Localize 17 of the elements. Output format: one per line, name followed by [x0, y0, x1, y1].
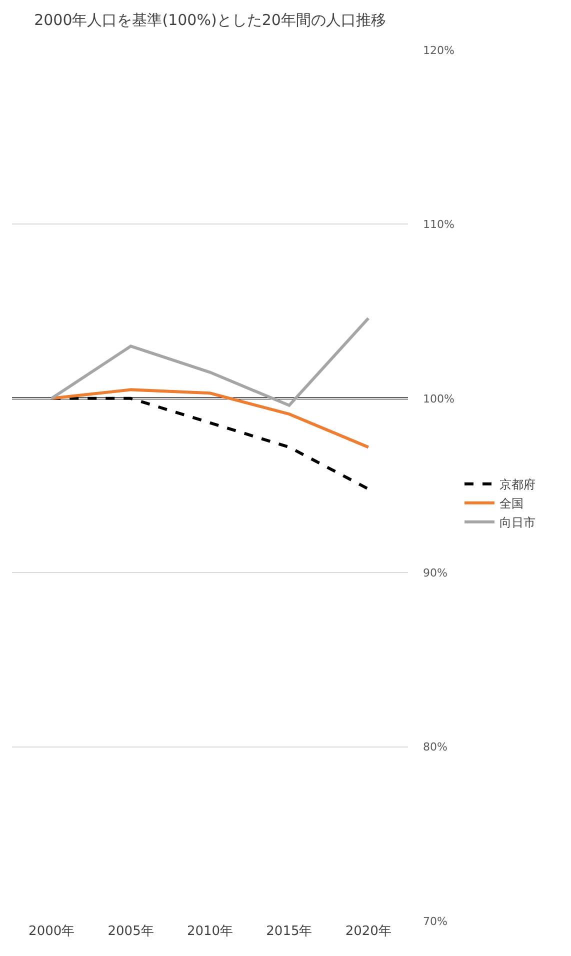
legend-label: 全国: [499, 496, 524, 511]
y-tick-label: 120%: [423, 44, 454, 57]
x-tick-label: 2005年: [108, 924, 154, 939]
x-tick-label: 2000年: [28, 924, 75, 939]
y-tick-label: 80%: [423, 740, 448, 754]
line-series: [50, 316, 370, 407]
x-tick-label: 2010年: [186, 924, 234, 939]
y-tick-label: 90%: [423, 566, 448, 580]
y-tick-label: 100%: [423, 392, 454, 406]
chart-title: 2000年人口を基準(100%)とした20年間の人口推移: [34, 10, 386, 29]
line-series: [50, 388, 370, 449]
y-tick-label: 110%: [423, 218, 454, 232]
x-tick-label: 2015年: [266, 924, 312, 939]
legend-label: 向日市: [499, 516, 536, 530]
y-tick-label: 70%: [423, 914, 448, 928]
legend-label: 京都府: [499, 478, 536, 492]
x-tick-label: 2020年: [345, 924, 392, 939]
